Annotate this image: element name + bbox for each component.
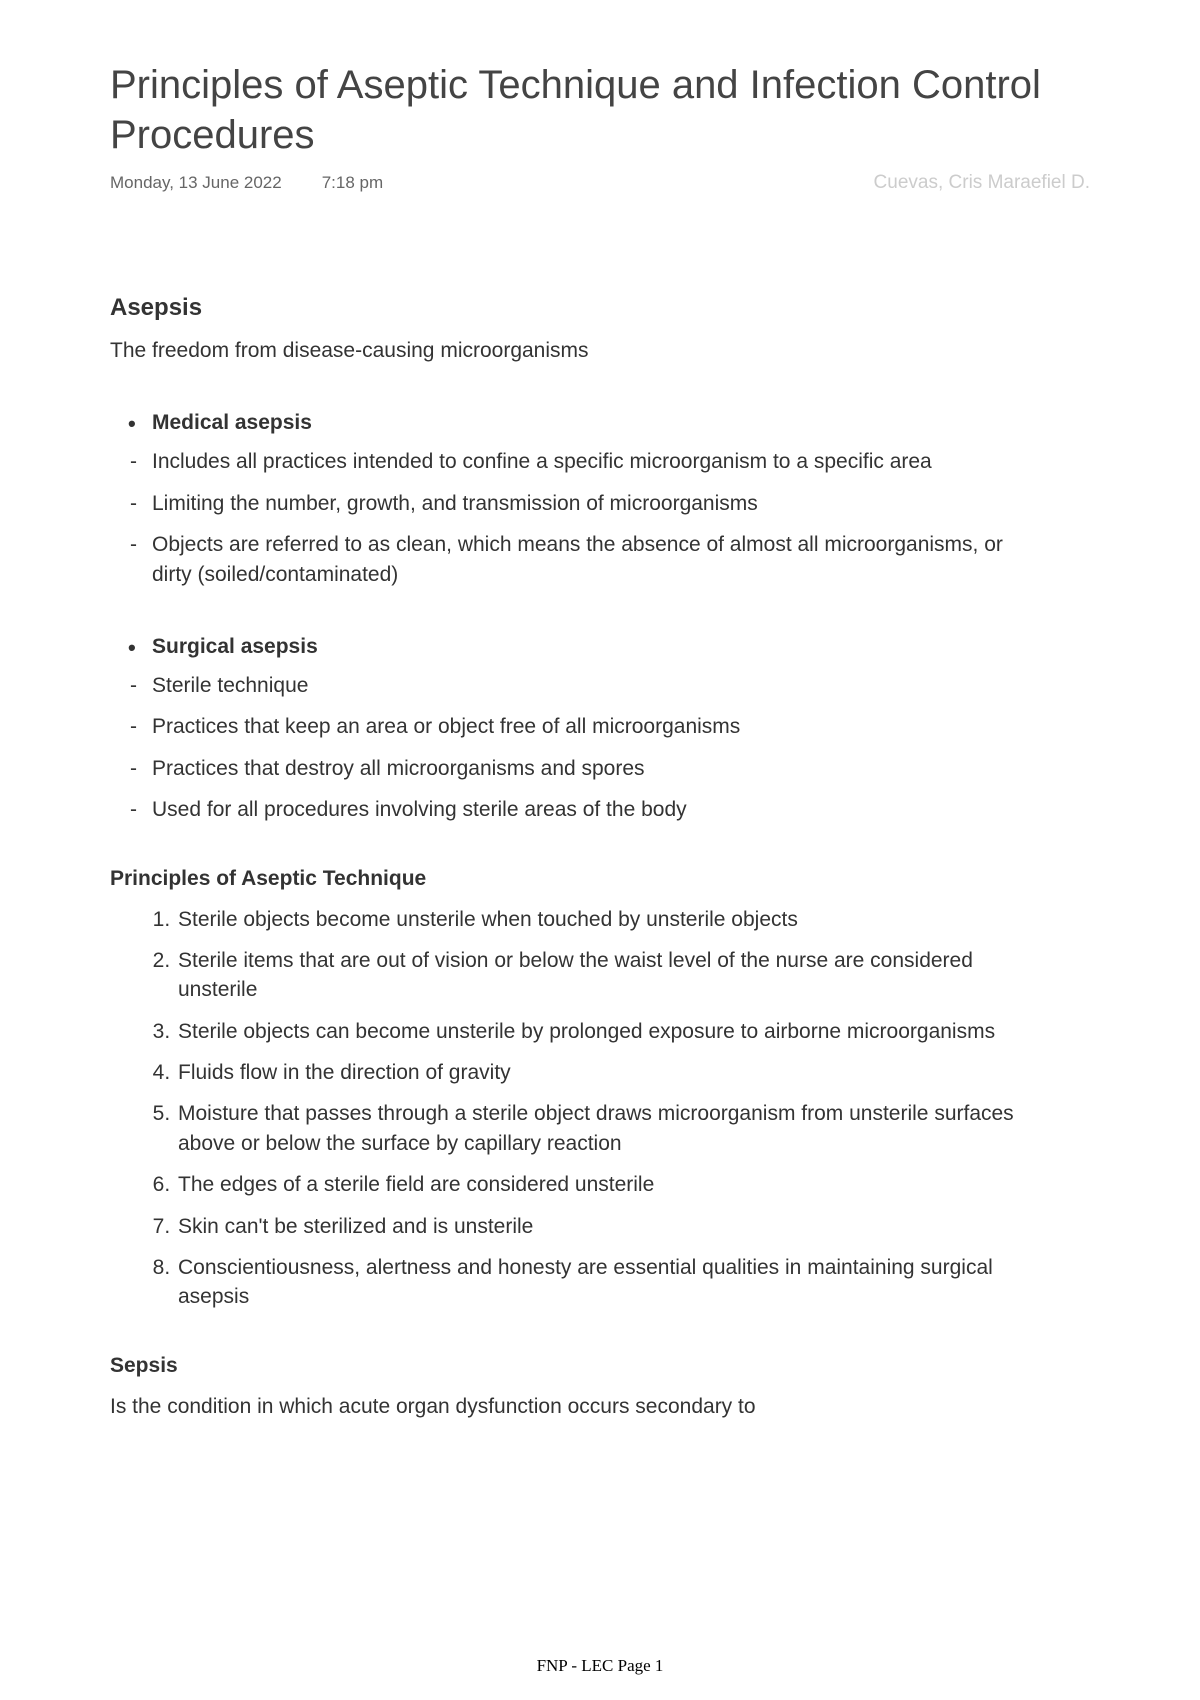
medical-asepsis-heading: Medical asepsis [152,411,1090,435]
list-item: Limiting the number, growth, and transmi… [152,489,1090,518]
sepsis-text: Is the condition in which acute organ dy… [110,1392,1090,1421]
list-item: Includes all practices intended to confi… [152,447,1090,476]
author-text: Cuevas, Cris Maraefiel D. [874,172,1090,194]
page-footer: FNP - LEC Page 1 [0,1656,1200,1676]
page-title: Principles of Aseptic Technique and Infe… [110,60,1090,160]
list-item: Sterile objects can become unsterile by … [176,1017,1090,1046]
list-item: Sterile items that are out of vision or … [176,946,1090,1005]
asepsis-subtitle: The freedom from disease-causing microor… [110,336,1090,365]
list-item: Used for all procedures involving steril… [152,795,1090,824]
list-item: Conscientiousness, alertness and honesty… [176,1253,1090,1312]
list-item: The edges of a sterile field are conside… [176,1170,1090,1199]
asepsis-heading: Asepsis [110,294,1090,322]
list-item: Practices that destroy all microorganism… [152,754,1090,783]
list-item: Sterile objects become unsterile when to… [176,905,1090,934]
surgical-asepsis-heading: Surgical asepsis [152,635,1090,659]
sepsis-heading: Sepsis [110,1354,1090,1378]
list-item: Fluids flow in the direction of gravity [176,1058,1090,1087]
meta-row: Monday, 13 June 2022 7:18 pm Cuevas, Cri… [110,172,1090,194]
time-text: 7:18 pm [322,173,383,193]
list-item: Moisture that passes through a sterile o… [176,1099,1090,1158]
list-item: Objects are referred to as clean, which … [152,530,1090,589]
list-item: Sterile technique [152,671,1090,700]
list-item: Practices that keep an area or object fr… [152,712,1090,741]
principles-heading: Principles of Aseptic Technique [110,867,1090,891]
list-item: Skin can't be sterilized and is unsteril… [176,1212,1090,1241]
date-text: Monday, 13 June 2022 [110,173,282,193]
